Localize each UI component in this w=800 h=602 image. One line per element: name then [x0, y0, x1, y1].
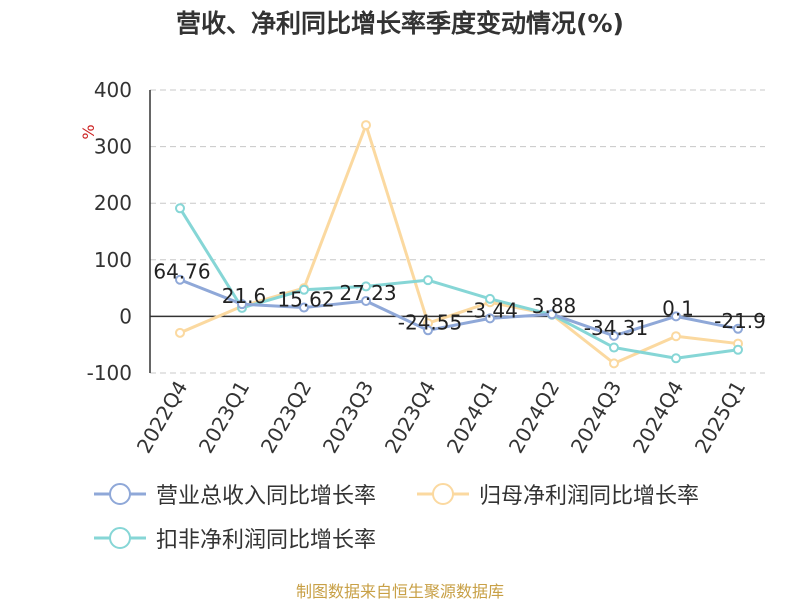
data-label-revenue: 3.88 [532, 294, 577, 318]
data-point-revenue[interactable] [547, 309, 557, 320]
legend-label-revenue: 营业总收入同比增长率 [156, 484, 377, 509]
data-point-revenue[interactable] [671, 311, 681, 322]
data-point-revenue[interactable] [299, 302, 309, 313]
data-label-revenue: -21.9 [714, 309, 766, 333]
y-tick-label: 200 [94, 191, 132, 215]
footer-source: 制图数据来自恒生聚源数据库 [295, 582, 504, 601]
data-point-deducted-net-profit[interactable] [609, 342, 619, 353]
data-label-revenue: 15.62 [277, 288, 334, 312]
series-line-net-profit [179, 123, 739, 365]
x-tick-label: 2023Q3 [318, 377, 378, 458]
legend-item-revenue[interactable]: 营业总收入同比增长率 [92, 478, 376, 510]
data-point-net-profit[interactable] [361, 120, 371, 131]
data-point-deducted-net-profit[interactable] [361, 281, 371, 292]
series-lines [175, 120, 743, 369]
x-tick-label: 2025Q1 [690, 377, 750, 458]
chart-title: 营收、净利同比增长率季度变动情况(%) [176, 9, 624, 38]
x-tick-label: 2022Q4 [132, 377, 192, 458]
x-tick-label: 2024Q3 [566, 377, 626, 458]
series-line-revenue [179, 278, 739, 338]
x-tick-label: 2024Q2 [504, 377, 564, 458]
y-tick-label: 0 [119, 304, 132, 328]
gridlines [150, 89, 765, 374]
data-label-revenue: 0.1 [662, 296, 694, 320]
legend-item-deducted-net-profit[interactable]: 扣非净利润同比增长率 [92, 522, 376, 554]
data-point-revenue[interactable] [609, 330, 619, 341]
data-point-revenue[interactable] [175, 274, 185, 285]
legend-label-deducted-net-profit: 扣非净利润同比增长率 [156, 528, 377, 553]
data-point-revenue[interactable] [485, 313, 495, 324]
legend-marker-net-profit-icon [417, 483, 469, 505]
data-point-net-profit[interactable] [609, 358, 619, 369]
data-point-deducted-net-profit[interactable] [175, 203, 185, 214]
y-tick-label: 300 [94, 135, 132, 159]
legend-marker-deducted-net-profit-icon [94, 527, 146, 549]
x-axis-tick-labels: 2022Q4 2023Q1 2023Q2 2023Q3 2023Q4 2024Q1 2024… [132, 377, 750, 458]
x-tick-label: 2023Q2 [256, 377, 316, 458]
data-point-deducted-net-profit[interactable] [485, 293, 495, 304]
data-point-net-profit[interactable] [671, 331, 681, 342]
legend-marker-revenue-icon [94, 483, 146, 505]
data-label-revenue: 64.76 [153, 260, 210, 284]
data-point-deducted-net-profit[interactable] [733, 344, 743, 355]
data-point-net-profit[interactable] [175, 327, 185, 338]
data-label-revenue: -3.44 [466, 298, 518, 322]
data-point-revenue[interactable] [237, 299, 247, 310]
data-point-revenue[interactable] [423, 325, 433, 336]
data-point-deducted-net-profit[interactable] [423, 275, 433, 286]
data-label-revenue: 27.23 [339, 281, 396, 305]
axes [149, 90, 765, 373]
y-tick-label: 100 [94, 248, 132, 272]
y-tick-label: -100 [87, 361, 132, 385]
y-tick-label: 400 [94, 78, 132, 102]
x-tick-label: 2023Q4 [380, 377, 440, 458]
data-label-revenue: -34.31 [584, 316, 648, 340]
x-tick-label: 2024Q1 [442, 377, 502, 458]
data-point-revenue[interactable] [733, 323, 743, 334]
data-point-deducted-net-profit[interactable] [299, 284, 309, 295]
series-line-deducted-net-profit [178, 207, 739, 360]
data-label-revenue: -24.55 [398, 310, 462, 334]
data-label-revenue: 21.6 [222, 284, 267, 308]
x-tick-label: 2024Q4 [628, 377, 688, 458]
y-axis-tick-labels: -100 0 100 200 300 400 [87, 78, 132, 385]
x-tick-label: 2023Q1 [194, 377, 254, 458]
legend-item-net-profit[interactable]: 归母净利润同比增长率 [415, 478, 699, 510]
data-point-revenue[interactable] [361, 295, 371, 306]
data-point-deducted-net-profit[interactable] [671, 353, 681, 364]
data-labels: 64.76 21.6 15.62 27.23-24.55 -3.44 3.88 -34.31… [153, 260, 766, 340]
legend-label-net-profit: 归母净利润同比增长率 [479, 484, 700, 509]
y-axis-label: % [79, 124, 98, 139]
